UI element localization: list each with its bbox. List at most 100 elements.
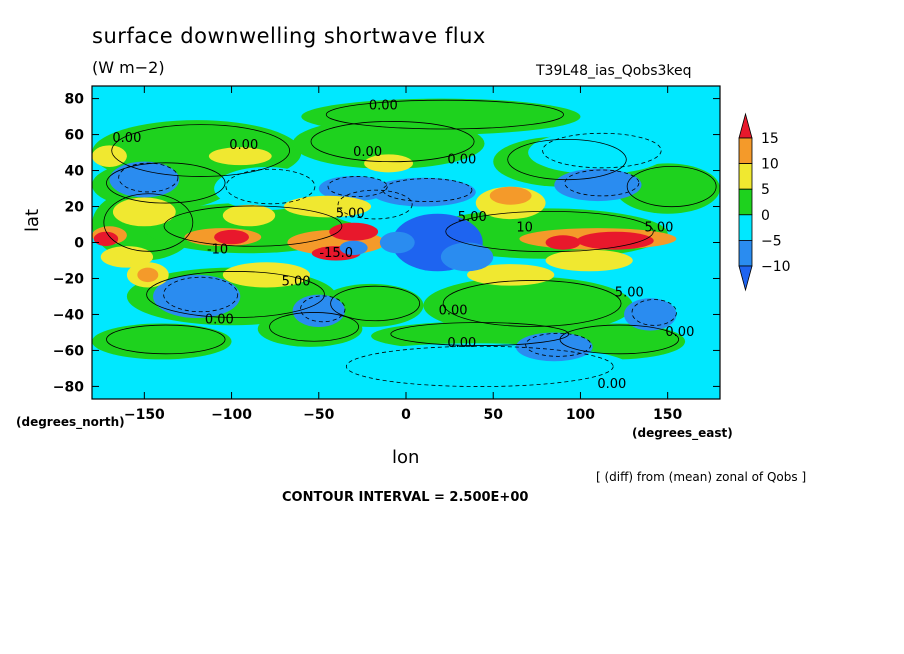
contour-line (327, 176, 388, 198)
chart-title: surface downwelling shortwave flux (92, 24, 486, 48)
contour-line (300, 295, 346, 323)
contour-label: 5.00 (336, 206, 365, 221)
x-tick-label: −150 (124, 407, 165, 423)
anomaly-region (545, 235, 581, 250)
anomaly-region (371, 177, 476, 207)
anomaly-region (214, 229, 249, 245)
contour-line (631, 299, 677, 326)
contour-line (382, 178, 473, 203)
anomaly-region (339, 240, 368, 256)
contour-line (325, 99, 564, 130)
contour-label: 0.00 (369, 98, 398, 113)
contour-label: 0.00 (353, 145, 382, 160)
x-tick-label: 150 (653, 407, 682, 423)
colorbar-segment (738, 239, 753, 267)
anomaly-region (222, 262, 311, 288)
anomaly-region (109, 161, 180, 198)
colorbar-label: 5 (761, 182, 770, 198)
contour-line (146, 271, 325, 318)
anomaly-region (283, 195, 372, 218)
contour-label: -10 (207, 242, 228, 257)
contour-label: 0.00 (447, 152, 476, 167)
anomaly-region (554, 168, 642, 202)
colorbar-arrow-top (738, 112, 753, 139)
x-tick-label: 50 (483, 407, 503, 423)
anomaly-region (576, 231, 654, 250)
anomaly-region (528, 130, 668, 175)
contour-line (103, 193, 194, 252)
colorbar-segment (738, 163, 753, 190)
x-axis-label: lon (392, 447, 420, 468)
anomaly-region (137, 267, 159, 283)
colorbar-label: −5 (761, 233, 782, 249)
y-tick-label: −80 (53, 379, 84, 395)
contour-label: 0.00 (665, 325, 694, 340)
contour-line (507, 139, 627, 181)
contour-label: -15.0 (319, 246, 353, 261)
anomaly-region (515, 332, 593, 362)
contour-line (163, 205, 343, 247)
contour-line (564, 169, 640, 197)
chart-units: (W m−2) (92, 58, 165, 77)
anomaly-region (545, 249, 633, 272)
anomaly-region (93, 231, 119, 247)
anomaly-region (364, 154, 413, 173)
contour-label: 0.00 (439, 303, 468, 318)
contour-line (111, 124, 291, 177)
colorbar-label: 15 (761, 131, 779, 147)
y-axis-units: (degrees_north) (16, 415, 125, 429)
x-tick-label: −100 (211, 407, 252, 423)
contour-label: 0.00 (447, 336, 476, 351)
x-tick-label: 100 (566, 407, 595, 423)
y-tick-label: 40 (65, 164, 85, 180)
anomaly-region (489, 186, 532, 205)
colorbar-label: −10 (761, 259, 791, 275)
contour-field: 0.00 0.00 0.00 0.00 0.00 5.00 10 5.00 5.00 -10 -15… (92, 86, 720, 399)
contour-line (525, 332, 592, 357)
contour-line (626, 165, 717, 208)
contour-label: 0.00 (597, 377, 626, 392)
contour-line (106, 324, 226, 355)
contour-line (542, 132, 662, 169)
contour-label: 0.00 (229, 138, 258, 153)
contour-label: 5.00 (458, 210, 487, 225)
contour-line (345, 345, 614, 387)
colorbar-label: 10 (761, 157, 779, 173)
anomaly-region (222, 204, 276, 227)
contour-label: 0.00 (112, 131, 141, 146)
anomaly-region (423, 276, 633, 335)
anomaly-region (329, 222, 379, 241)
y-tick-label: 80 (65, 92, 85, 108)
anomaly-region (214, 166, 319, 211)
contour-line (106, 162, 226, 204)
contour-line (310, 121, 475, 163)
y-tick-label: −40 (53, 307, 84, 323)
anomaly-region (112, 197, 176, 227)
contour-label: 10 (516, 221, 533, 236)
contour-line (445, 210, 654, 253)
colorbar-arrow-bottom (738, 265, 753, 292)
contour-label: 5.00 (644, 221, 673, 236)
y-tick-label: 20 (65, 200, 85, 216)
run-name: T39L48_ias_Qobs3keq (536, 63, 692, 79)
colorbar-segment (738, 214, 753, 241)
contour-line (225, 168, 316, 205)
x-tick-label: 0 (401, 407, 411, 423)
contour-line (330, 285, 420, 322)
anomaly-region (624, 298, 677, 331)
anomaly-region (379, 231, 415, 254)
contour-line (337, 189, 413, 220)
y-tick-label: −60 (53, 343, 84, 359)
anomaly-region (92, 145, 127, 167)
x-axis-units: (degrees_east) (632, 426, 733, 440)
anomaly-region (208, 147, 272, 166)
x-tick-label: −50 (303, 407, 334, 423)
y-tick-label: 60 (65, 128, 85, 144)
contour-label: 0.00 (205, 312, 234, 327)
y-tick-label: −20 (53, 271, 84, 287)
anomaly-region (292, 294, 345, 328)
anomaly-region (100, 246, 154, 268)
contour-label: 5.00 (282, 275, 311, 290)
colorbar-segment (738, 188, 753, 216)
